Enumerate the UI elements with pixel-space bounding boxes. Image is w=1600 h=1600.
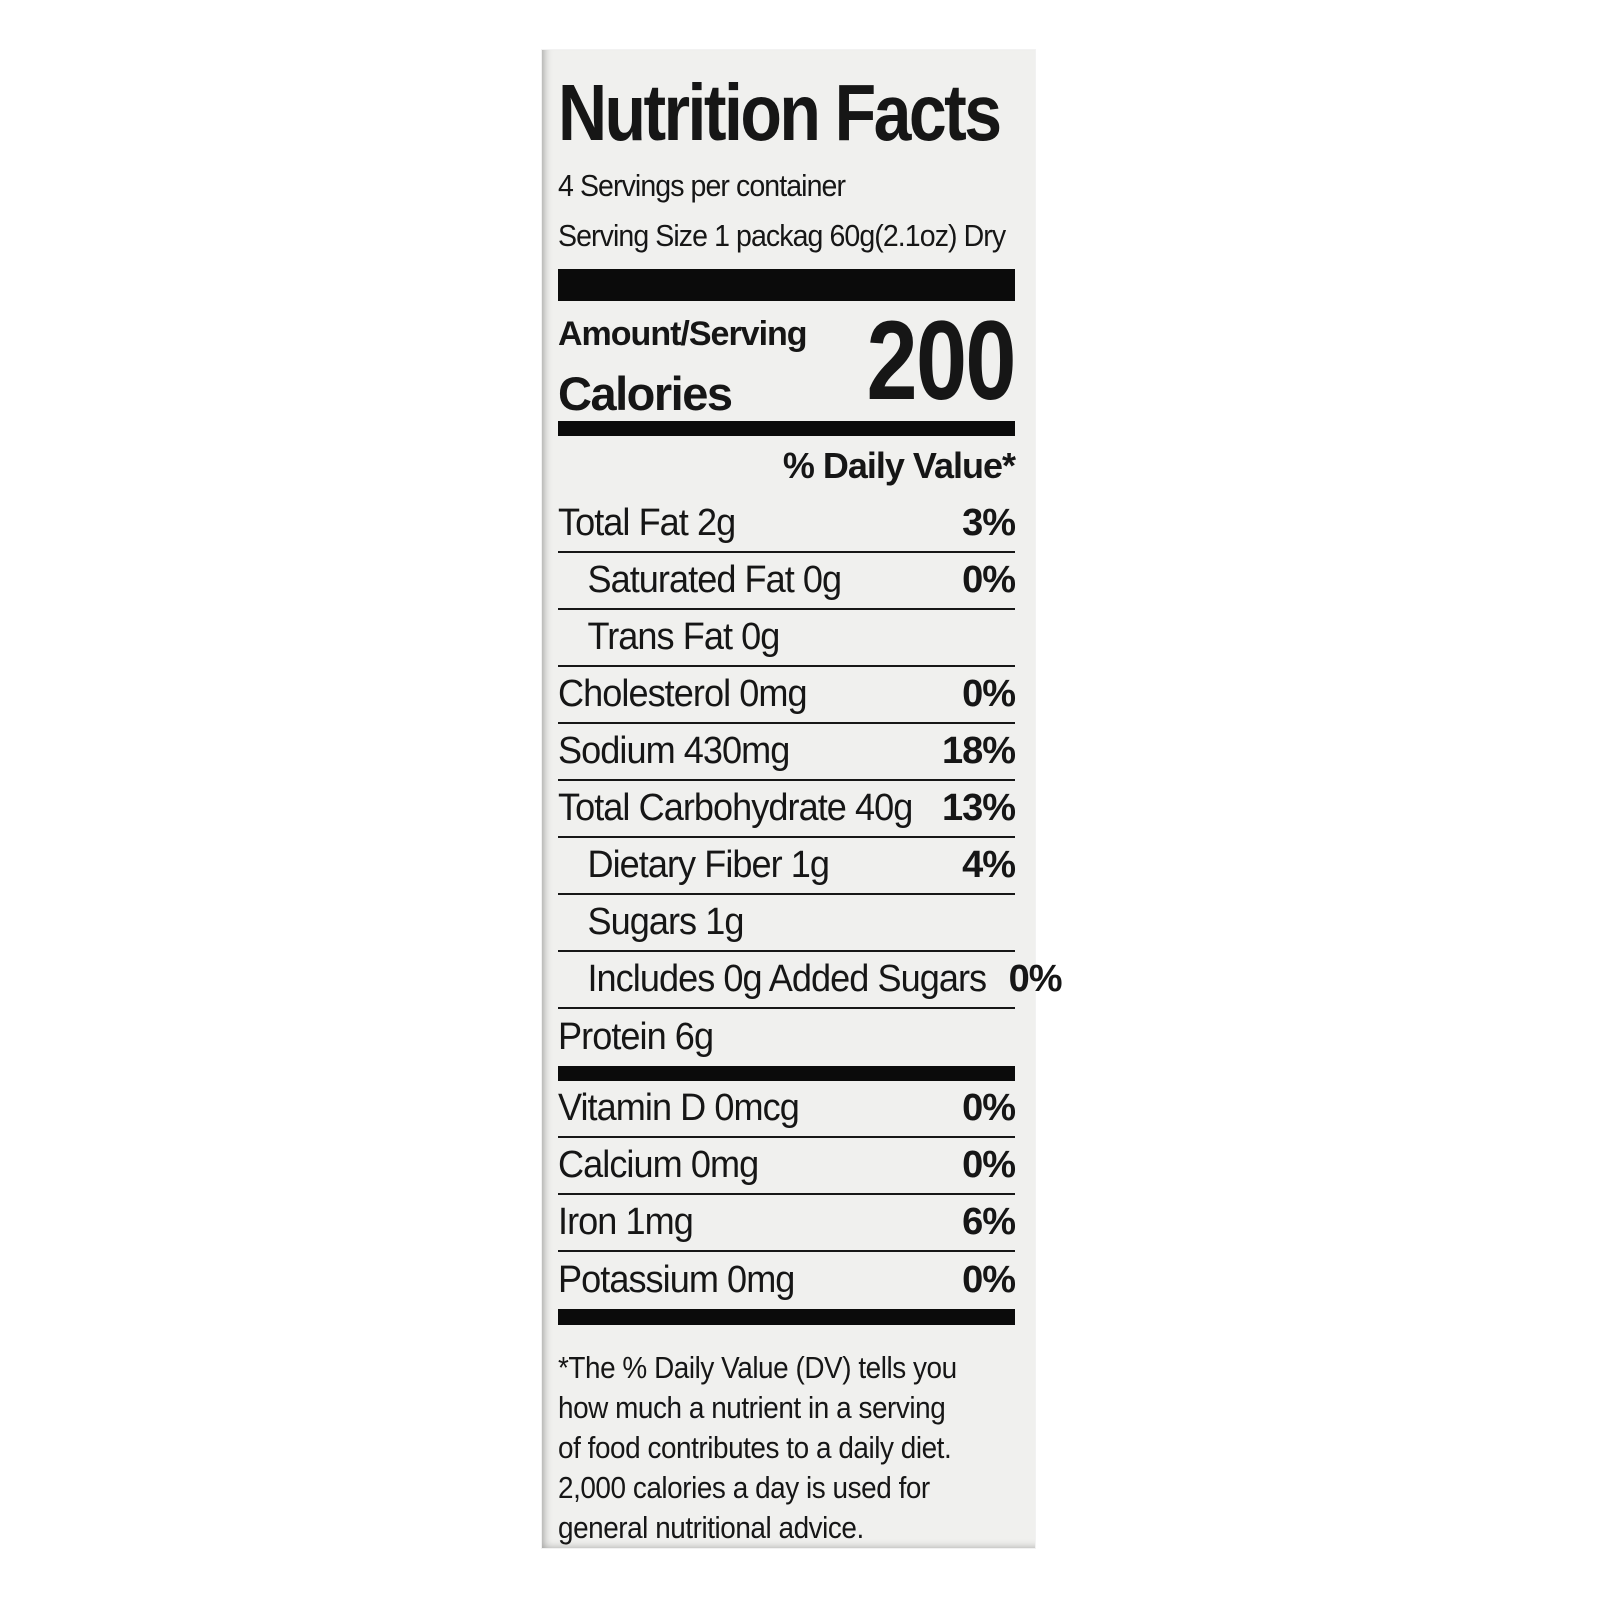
calories-labels: Amount/Serving Calories <box>558 311 808 421</box>
separator-bar-medium <box>558 1066 1015 1082</box>
nutrient-daily-value: 6% <box>962 1201 1016 1244</box>
nutrient-row: Cholesterol 0mg 0% <box>558 667 1016 725</box>
nutrient-row: Total Carbohydrate 40g 13% <box>558 781 1016 839</box>
nutrient-row: Calcium 0mg 0% <box>558 1138 1016 1196</box>
separator-bar-medium <box>558 421 1015 437</box>
nutrient-name: Iron 1mg <box>558 1201 694 1244</box>
calories-label: Calories <box>558 367 733 421</box>
nutrient-name: Sugars 1g <box>587 901 744 944</box>
micronutrient-table: Vitamin D 0mcg 0% Calcium 0mg 0% Iron 1mg 6% P… <box>558 1081 1016 1309</box>
nutrient-name: Protein 6g <box>558 1016 714 1059</box>
nutrient-row: Includes 0g Added Sugars 0% <box>558 952 1063 1010</box>
nutrient-row: Trans Fat 0g <box>558 610 1015 668</box>
footnote-line: general nutritional advice. <box>558 1510 864 1546</box>
nutrient-daily-value: 0% <box>962 673 1016 716</box>
footnote-line: *The % Daily Value (DV) tells you <box>558 1350 957 1386</box>
nutrient-daily-value: 0% <box>962 1087 1016 1130</box>
nutrient-name: Dietary Fiber 1g <box>587 844 830 887</box>
nutrient-row: Total Fat 2g 3% <box>558 496 1016 554</box>
nutrition-facts-label: Nutrition Facts 4 Servings per container… <box>542 50 1063 1548</box>
nutrient-daily-value: 13% <box>941 787 1016 830</box>
nutrient-name: Potassium 0mg <box>558 1259 795 1302</box>
calories-block: Amount/Serving Calories 200 <box>558 298 1017 424</box>
nutrient-name: Saturated Fat 0g <box>587 559 842 602</box>
separator-bar-medium <box>558 1309 1015 1326</box>
nutrient-daily-value: 4% <box>962 844 1016 887</box>
label-title: Nutrition Facts <box>558 68 1002 157</box>
serving-size: Serving Size 1 packag 60g(2.1oz) Dry <box>558 218 1006 254</box>
nutrient-daily-value: 0% <box>962 559 1016 602</box>
nutrient-name: Vitamin D 0mcg <box>558 1087 800 1130</box>
nutrient-name: Includes 0g Added Sugars <box>587 958 987 1001</box>
nutrient-table: Total Fat 2g 3% Saturated Fat 0g 0% Trans Fa… <box>558 496 1063 1066</box>
nutrient-name: Trans Fat 0g <box>587 616 780 659</box>
nutrient-name: Sodium 430mg <box>558 730 790 773</box>
servings-per-container: 4 Servings per container <box>558 168 846 204</box>
nutrient-daily-value: 0% <box>962 1259 1016 1302</box>
nutrient-daily-value: 3% <box>962 502 1016 545</box>
footnote-line: how much a nutrient in a serving <box>558 1390 946 1426</box>
nutrient-row: Protein 6g <box>558 1009 1015 1066</box>
footnote-line: 2,000 calories a day is used for <box>558 1470 930 1506</box>
separator-bar-thick <box>558 269 1015 302</box>
nutrient-name: Total Fat 2g <box>558 502 736 545</box>
nutrient-row: Sodium 430mg 18% <box>558 724 1016 782</box>
daily-value-footnote: *The % Daily Value (DV) tells you how muc… <box>558 1348 1015 1548</box>
nutrient-row: Dietary Fiber 1g 4% <box>558 838 1016 896</box>
daily-value-header: % Daily Value* <box>782 445 1016 487</box>
nutrient-daily-value: 0% <box>962 1144 1016 1187</box>
footnote-line: of food contributes to a daily diet. <box>558 1430 952 1466</box>
nutrient-row: Potassium 0mg 0% <box>558 1252 1016 1309</box>
nutrient-daily-value: 0% <box>1008 958 1063 1001</box>
amount-per-serving-label: Amount/Serving <box>558 315 808 354</box>
nutrient-name: Calcium 0mg <box>558 1144 759 1187</box>
nutrient-row: Iron 1mg 6% <box>558 1195 1016 1253</box>
calories-value: 200 <box>866 298 1017 424</box>
nutrient-daily-value: 18% <box>941 730 1016 773</box>
nutrient-row: Vitamin D 0mcg 0% <box>558 1081 1016 1139</box>
nutrient-row: Sugars 1g <box>558 895 1015 953</box>
nutrient-name: Cholesterol 0mg <box>558 673 808 716</box>
nutrient-row: Saturated Fat 0g 0% <box>558 553 1016 611</box>
nutrient-name: Total Carbohydrate 40g <box>558 787 913 830</box>
